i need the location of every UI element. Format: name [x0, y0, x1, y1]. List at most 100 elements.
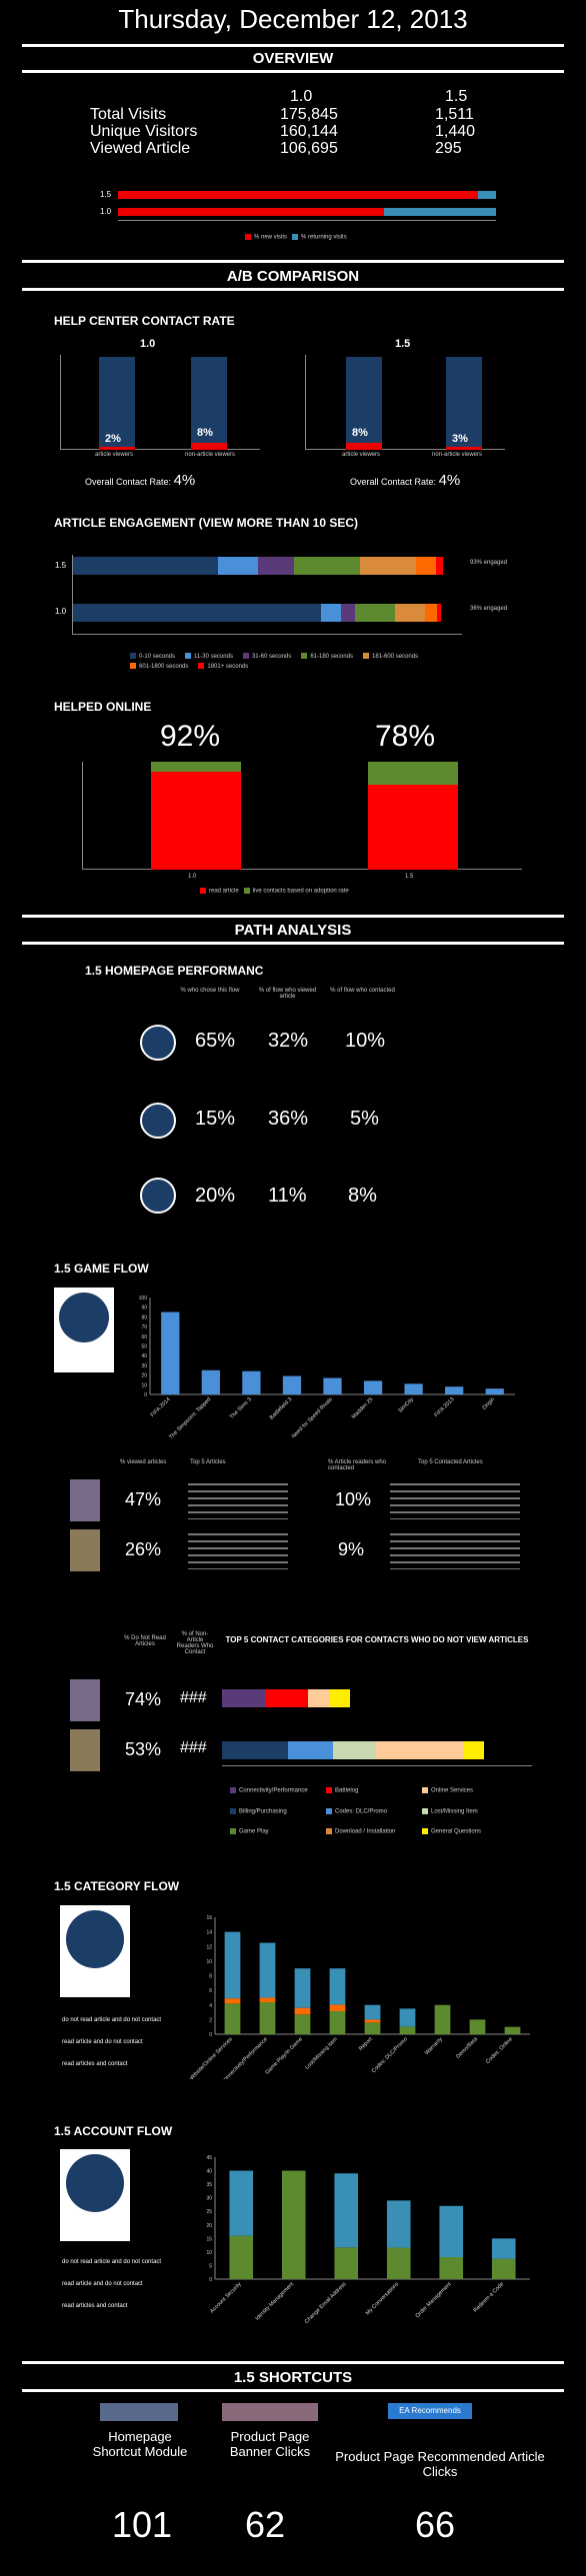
y-tick-label: 40 — [206, 2169, 212, 2175]
bar-article-viewers-contact — [99, 447, 135, 450]
y-tick-label: 14 — [206, 1930, 212, 1936]
bar-non-article-viewers — [446, 357, 482, 450]
shortcut-thumb — [222, 2403, 318, 2421]
bar-segment — [434, 2004, 451, 2034]
bar-segment — [224, 1931, 241, 1999]
bar-segment — [224, 1998, 241, 2004]
engagement-title: ARTICLE ENGAGEMENT (VIEW MORE THAN 10 SE… — [54, 516, 359, 530]
x-tick-label: FIFA 2013 — [434, 1396, 456, 1418]
pct: ### — [180, 1689, 207, 1706]
bar-article-viewers-contact — [346, 443, 382, 450]
overall-rate-left: Overall Contact Rate: 4% — [85, 472, 196, 489]
bar-segment — [386, 2200, 411, 2248]
legend-item: Online Services — [422, 1787, 518, 1794]
x-tick-label: Codes: DLC/Promo — [371, 2036, 409, 2074]
bar-segment — [294, 1968, 311, 2008]
engagement-row-1-5 — [73, 557, 443, 575]
row-label: 1.0 — [55, 607, 67, 616]
document-list-icon[interactable] — [140, 1103, 176, 1139]
y-tick-label: 6 — [209, 1988, 212, 1994]
gears-icon — [60, 2149, 130, 2241]
y-tick-label: 30 — [141, 1363, 147, 1369]
bar — [161, 1311, 180, 1394]
bar-segment — [439, 2205, 464, 2258]
account-flow-chart: 0 5 10 15 20 25 30 35 40 45 Account Security Identi… — [206, 2155, 530, 2324]
bar-segment — [259, 1942, 276, 1998]
nonread-legend: Connectivity/Performance Battlelog Online … — [230, 1787, 530, 1849]
divider — [22, 70, 564, 73]
game-thumb — [70, 1479, 100, 1521]
bar-segment — [364, 2004, 381, 2020]
x-tick-label: Order Management — [415, 2281, 453, 2319]
shortcut-value: 101 — [112, 2504, 173, 2545]
x-tick-label: Warranty — [424, 2036, 444, 2056]
category-flow-title: 1.5 CATEGORY FLOW — [54, 1879, 180, 1893]
x-label: article viewers — [342, 452, 381, 458]
helped-value-1-0: 92% — [160, 720, 221, 753]
x-tick-label: Madden 25 — [351, 1396, 375, 1420]
game-controller-icon[interactable] — [140, 1025, 176, 1061]
legend-item: 601-1800 seconds — [130, 663, 188, 670]
data-label: 2% — [105, 433, 121, 445]
y-tick-label: 15 — [206, 2236, 212, 2242]
col-header: % who chose this flow — [180, 988, 240, 994]
bar-segment — [491, 2258, 516, 2279]
contact-chart-left: 2% 8% — [60, 355, 260, 450]
legend-item: 181-600 seconds — [363, 653, 418, 660]
bar — [445, 1386, 464, 1394]
x-tick-label: FIFA 2014 — [150, 1396, 172, 1418]
x-label: non-article viewers — [432, 452, 483, 458]
y-tick-label: 60 — [141, 1334, 147, 1340]
seg-31-60 — [258, 557, 294, 575]
ov-label: Total Visits — [90, 106, 167, 123]
bar-article-viewers — [346, 357, 382, 450]
bar-segment — [386, 2247, 411, 2279]
col-header: % viewed articles — [120, 1459, 167, 1465]
y-tick-label: 50 — [141, 1344, 147, 1350]
engaged-label: 36% engaged — [470, 606, 508, 612]
seg-0-10 — [73, 557, 218, 575]
x-tick-label: Demo/Beta — [455, 2036, 479, 2060]
data-label: 3% — [452, 433, 468, 445]
row-label: 1.0 — [100, 207, 112, 216]
gears-icon[interactable] — [140, 1178, 176, 1214]
ov-value-1-0: 175,845 — [280, 106, 338, 123]
legend-item: Battlelog — [326, 1787, 422, 1794]
bar-segment — [399, 2008, 416, 2027]
pct: 74% — [125, 1689, 162, 1709]
ov-value-1-5: 1,511 — [435, 106, 474, 123]
pct: 10% — [335, 1489, 372, 1509]
engagement-legend: 0-10 seconds 11-30 seconds 31-60 seconds 61… — [130, 652, 460, 672]
pct: 36% — [268, 1108, 309, 1130]
legend-item: 31-60 seconds — [242, 653, 291, 660]
legend-item: 0-10 seconds — [130, 653, 175, 660]
col-header: Top 5 Contacted Articles — [418, 1459, 483, 1465]
pct: 65% — [195, 1030, 236, 1052]
pct: 47% — [125, 1489, 162, 1509]
bar — [323, 1377, 342, 1394]
bar-1-5-ret — [478, 191, 496, 199]
bar — [282, 1375, 302, 1394]
ab-heading: A/B COMPARISON — [226, 268, 360, 285]
bar-segment — [229, 2235, 254, 2279]
legend-item: Download / Installation — [326, 1828, 422, 1835]
seg-61-180 — [294, 557, 360, 575]
x-tick-label: Account Security — [209, 2281, 243, 2315]
legend-item: 1801+ seconds — [198, 663, 248, 670]
seg-31-60 — [341, 604, 355, 622]
y-tick-label: 100 — [139, 1295, 148, 1301]
y-tick-label: 10 — [206, 2250, 212, 2256]
seg-181-600 — [360, 557, 416, 575]
pct: 15% — [195, 1108, 236, 1130]
bar — [363, 1380, 383, 1394]
overall-rate-right: Overall Contact Rate: 4% — [350, 472, 461, 489]
ov-label: Unique Visitors — [90, 123, 198, 140]
y-tick-label: 4 — [209, 2003, 212, 2009]
y-tick-label: 10 — [206, 1959, 212, 1965]
y-tick-label: 20 — [141, 1373, 147, 1379]
nonread-title: TOP 5 CONTACT CATEGORIES FOR CONTACTS WH… — [225, 1635, 529, 1644]
nonread-bar-2 — [222, 1741, 484, 1759]
legend-item: Lost/Missing Item — [422, 1807, 518, 1814]
ov-label: Viewed Article — [90, 140, 191, 157]
